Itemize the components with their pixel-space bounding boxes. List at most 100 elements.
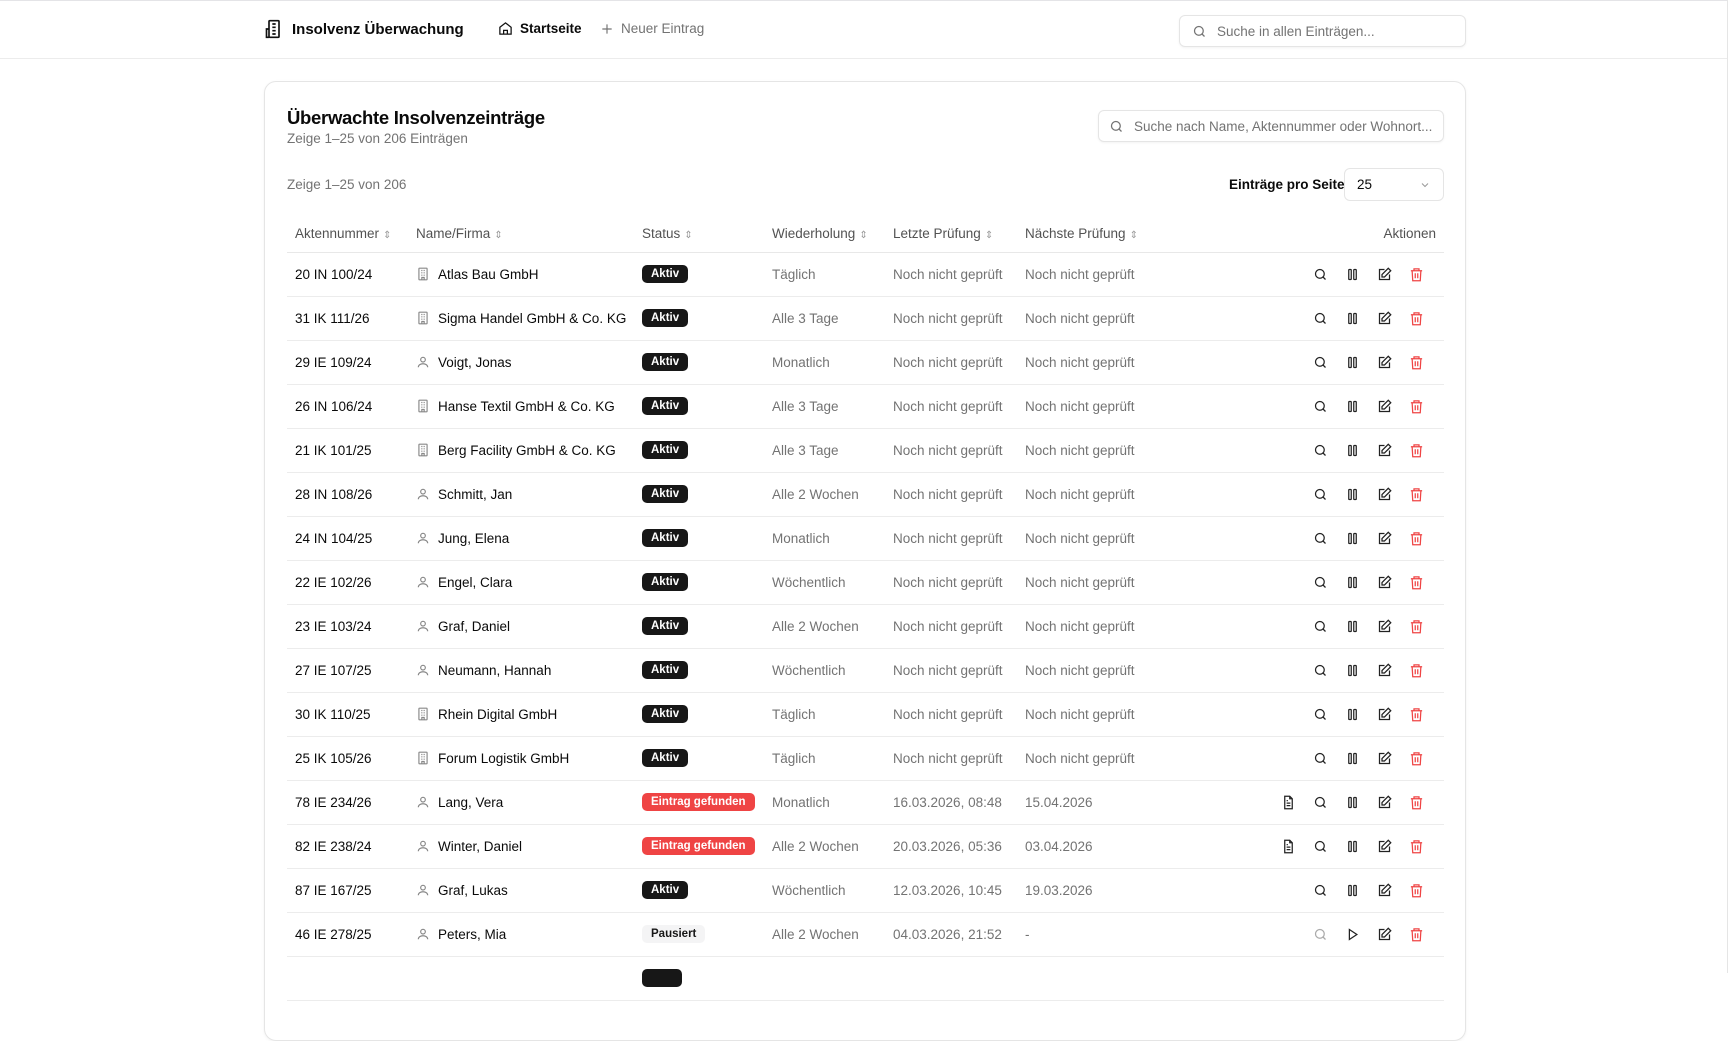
table-row[interactable]: 22 IE 102/26 Engel, Clara Aktiv Wöchentlich… <box>287 560 1444 605</box>
play-icon[interactable] <box>1342 924 1362 944</box>
table-row[interactable]: 82 IE 238/24 Winter, Daniel Eintrag gefund… <box>287 824 1444 869</box>
search-icon[interactable] <box>1310 616 1330 636</box>
search-icon[interactable] <box>1310 440 1330 460</box>
edit-icon[interactable] <box>1374 704 1394 724</box>
pause-icon[interactable] <box>1342 396 1362 416</box>
table-row[interactable]: 28 IN 108/26 Schmitt, Jan Aktiv Alle 2 Woch… <box>287 472 1444 517</box>
edit-icon[interactable] <box>1374 792 1394 812</box>
case-number: 87 IE 167/25 <box>287 868 408 913</box>
column-header[interactable]: Wiederholung ⇕ <box>764 216 885 253</box>
column-header[interactable]: Letzte Prüfung ⇕ <box>885 216 1017 253</box>
trash-icon[interactable] <box>1406 264 1426 284</box>
edit-icon[interactable] <box>1374 880 1394 900</box>
search-icon[interactable] <box>1310 748 1330 768</box>
pause-icon[interactable] <box>1342 440 1362 460</box>
search-icon[interactable] <box>1310 352 1330 372</box>
pause-icon[interactable] <box>1342 308 1362 328</box>
search-icon[interactable] <box>1310 704 1330 724</box>
search-icon[interactable] <box>1310 396 1330 416</box>
search-icon[interactable] <box>1310 924 1330 944</box>
column-header[interactable]: Nächste Prüfung ⇕ <box>1017 216 1167 253</box>
column-header[interactable]: Name/Firma ⇕ <box>408 216 634 253</box>
pause-icon[interactable] <box>1342 572 1362 592</box>
edit-icon[interactable] <box>1374 484 1394 504</box>
table-row[interactable]: 23 IE 103/24 Graf, Daniel Aktiv Alle 2 Woch… <box>287 604 1444 649</box>
entries-search-input[interactable]: Suche nach Name, Aktennummer oder Wohnor… <box>1098 110 1444 142</box>
edit-icon[interactable] <box>1374 748 1394 768</box>
search-icon[interactable] <box>1310 836 1330 856</box>
pause-icon[interactable] <box>1342 660 1362 680</box>
search-icon[interactable] <box>1310 572 1330 592</box>
nav-startseite[interactable]: Startseite <box>498 21 582 36</box>
table-row[interactable]: 29 IE 109/24 Voigt, Jonas Aktiv Monatlich No… <box>287 340 1444 385</box>
search-icon[interactable] <box>1310 528 1330 548</box>
table-row[interactable]: 24 IN 104/25 Jung, Elena Aktiv Monatlich Noc… <box>287 516 1444 561</box>
column-header[interactable]: Aktennummer ⇕ <box>287 216 408 253</box>
table-row[interactable]: 27 IE 107/25 Neumann, Hannah Aktiv Wöchentl… <box>287 648 1444 693</box>
table-row[interactable] <box>287 956 1444 1001</box>
pause-icon[interactable] <box>1342 748 1362 768</box>
trash-icon[interactable] <box>1406 352 1426 372</box>
table-row[interactable]: 78 IE 234/26 Lang, Vera Eintrag gefunden Mo… <box>287 780 1444 825</box>
pause-icon[interactable] <box>1342 264 1362 284</box>
search-icon[interactable] <box>1310 792 1330 812</box>
pause-icon[interactable] <box>1342 352 1362 372</box>
column-header[interactable]: Status ⇕ <box>634 216 764 253</box>
table-row[interactable]: 30 IK 110/25 Rhein Digital GmbH Aktiv Tägli… <box>287 692 1444 737</box>
table-row[interactable]: 25 IK 105/26 Forum Logistik GmbH Aktiv Tägl… <box>287 736 1444 781</box>
trash-icon[interactable] <box>1406 484 1426 504</box>
table-row[interactable]: 20 IN 100/24 Atlas Bau GmbH Aktiv Täglich No… <box>287 252 1444 297</box>
edit-icon[interactable] <box>1374 308 1394 328</box>
trash-icon[interactable] <box>1406 396 1426 416</box>
global-search-input[interactable]: Suche in allen Einträgen... <box>1179 15 1466 47</box>
table-row[interactable]: 26 IN 106/24 Hanse Textil GmbH & Co. KG Ak… <box>287 384 1444 429</box>
edit-icon[interactable] <box>1374 616 1394 636</box>
search-icon[interactable] <box>1310 264 1330 284</box>
table-row[interactable]: 21 IK 101/25 Berg Facility GmbH & Co. KG A… <box>287 428 1444 473</box>
pause-icon[interactable] <box>1342 880 1362 900</box>
trash-icon[interactable] <box>1406 748 1426 768</box>
edit-icon[interactable] <box>1374 660 1394 680</box>
search-icon[interactable] <box>1310 484 1330 504</box>
edit-icon[interactable] <box>1374 528 1394 548</box>
table-row[interactable]: 46 IE 278/25 Peters, Mia Pausiert Alle 2 Wo… <box>287 912 1444 957</box>
table-row[interactable]: 87 IE 167/25 Graf, Lukas Aktiv Wöchentlich 1… <box>287 868 1444 913</box>
pause-icon[interactable] <box>1342 616 1362 636</box>
pause-icon[interactable] <box>1342 484 1362 504</box>
search-icon[interactable] <box>1310 308 1330 328</box>
app-brand[interactable]: Insolvenz Überwachung <box>264 19 464 39</box>
edit-icon[interactable] <box>1374 924 1394 944</box>
trash-icon[interactable] <box>1406 440 1426 460</box>
document-icon[interactable] <box>1278 836 1298 856</box>
pause-icon[interactable] <box>1342 528 1362 548</box>
trash-icon[interactable] <box>1406 924 1426 944</box>
nav-neuer-eintrag[interactable]: Neuer Eintrag <box>600 21 704 36</box>
edit-icon[interactable] <box>1374 396 1394 416</box>
trash-icon[interactable] <box>1406 880 1426 900</box>
next-check: 15.04.2026 <box>1017 780 1167 825</box>
edit-icon[interactable] <box>1374 264 1394 284</box>
sort-icon: ⇕ <box>984 230 994 242</box>
pause-icon[interactable] <box>1342 836 1362 856</box>
trash-icon[interactable] <box>1406 660 1426 680</box>
pause-icon[interactable] <box>1342 704 1362 724</box>
document-icon[interactable] <box>1278 792 1298 812</box>
per-page-select[interactable]: 25 <box>1344 168 1444 201</box>
trash-icon[interactable] <box>1406 704 1426 724</box>
trash-icon[interactable] <box>1406 616 1426 636</box>
trash-icon[interactable] <box>1406 528 1426 548</box>
edit-icon[interactable] <box>1374 572 1394 592</box>
pause-icon[interactable] <box>1342 792 1362 812</box>
edit-icon[interactable] <box>1374 440 1394 460</box>
row-actions <box>1167 516 1444 561</box>
trash-icon[interactable] <box>1406 836 1426 856</box>
search-icon[interactable] <box>1310 660 1330 680</box>
edit-icon[interactable] <box>1374 836 1394 856</box>
trash-icon[interactable] <box>1406 792 1426 812</box>
last-check: Noch nicht geprüft <box>885 560 1017 605</box>
search-icon[interactable] <box>1310 880 1330 900</box>
table-row[interactable]: 31 IK 111/26 Sigma Handel GmbH & Co. KG Ak… <box>287 296 1444 341</box>
trash-icon[interactable] <box>1406 308 1426 328</box>
trash-icon[interactable] <box>1406 572 1426 592</box>
edit-icon[interactable] <box>1374 352 1394 372</box>
